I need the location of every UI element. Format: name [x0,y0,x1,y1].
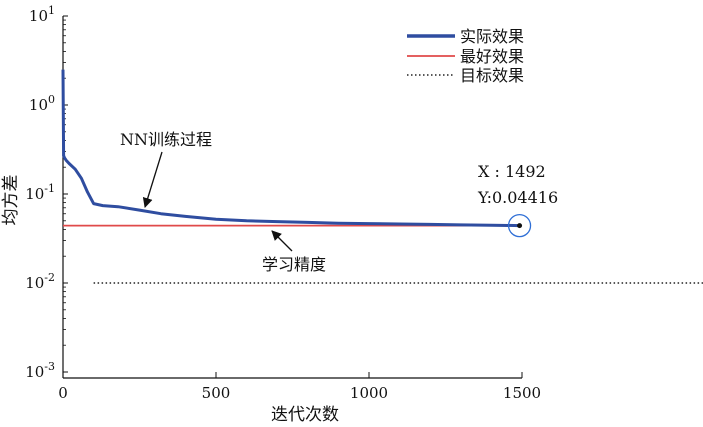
datatip: X : 1492 Y:0.04416 [477,162,558,238]
datatip-y-label: Y:0.04416 [477,188,558,207]
y-axis-title: 均方差 [1,175,21,226]
legend: 实际效果 最好效果 目标效果 [407,27,524,85]
annotation-learning-accuracy-arrow [271,230,293,252]
x-axis-ticks: 0 500 1000 1500 [58,372,541,402]
y-tick-label: 10-2 [25,271,55,292]
datatip-marker-circle [507,213,532,238]
y-tick-label: 100 [29,93,55,114]
y-axis-ticks: 10-3 10-2 10-1 100 101 [25,4,68,381]
x-axis-title: 迭代次数 [271,405,339,425]
x-tick-label: 500 [202,384,231,402]
y-tick-label: 10-3 [25,360,55,381]
x-tick-label: 0 [58,384,68,402]
x-tick-label: 1500 [503,384,541,402]
legend-label-best: 最好效果 [460,47,524,66]
datatip-marker-dot [517,223,523,229]
y-tick-label: 10-1 [25,182,55,203]
annotation-learning-accuracy: 学习精度 [262,255,326,274]
series-layer [61,69,703,284]
datatip-x-label: X : 1492 [478,162,546,181]
series-line-0 [61,69,520,228]
y-tick-label: 101 [29,4,55,25]
legend-label-goal: 目标效果 [460,66,524,85]
legend-label-actual: 实际效果 [460,27,524,46]
annotation-nn-training-arrow [142,151,163,208]
x-tick-label: 1000 [350,384,388,402]
annotation-nn-training: NN训练过程 [120,130,212,149]
